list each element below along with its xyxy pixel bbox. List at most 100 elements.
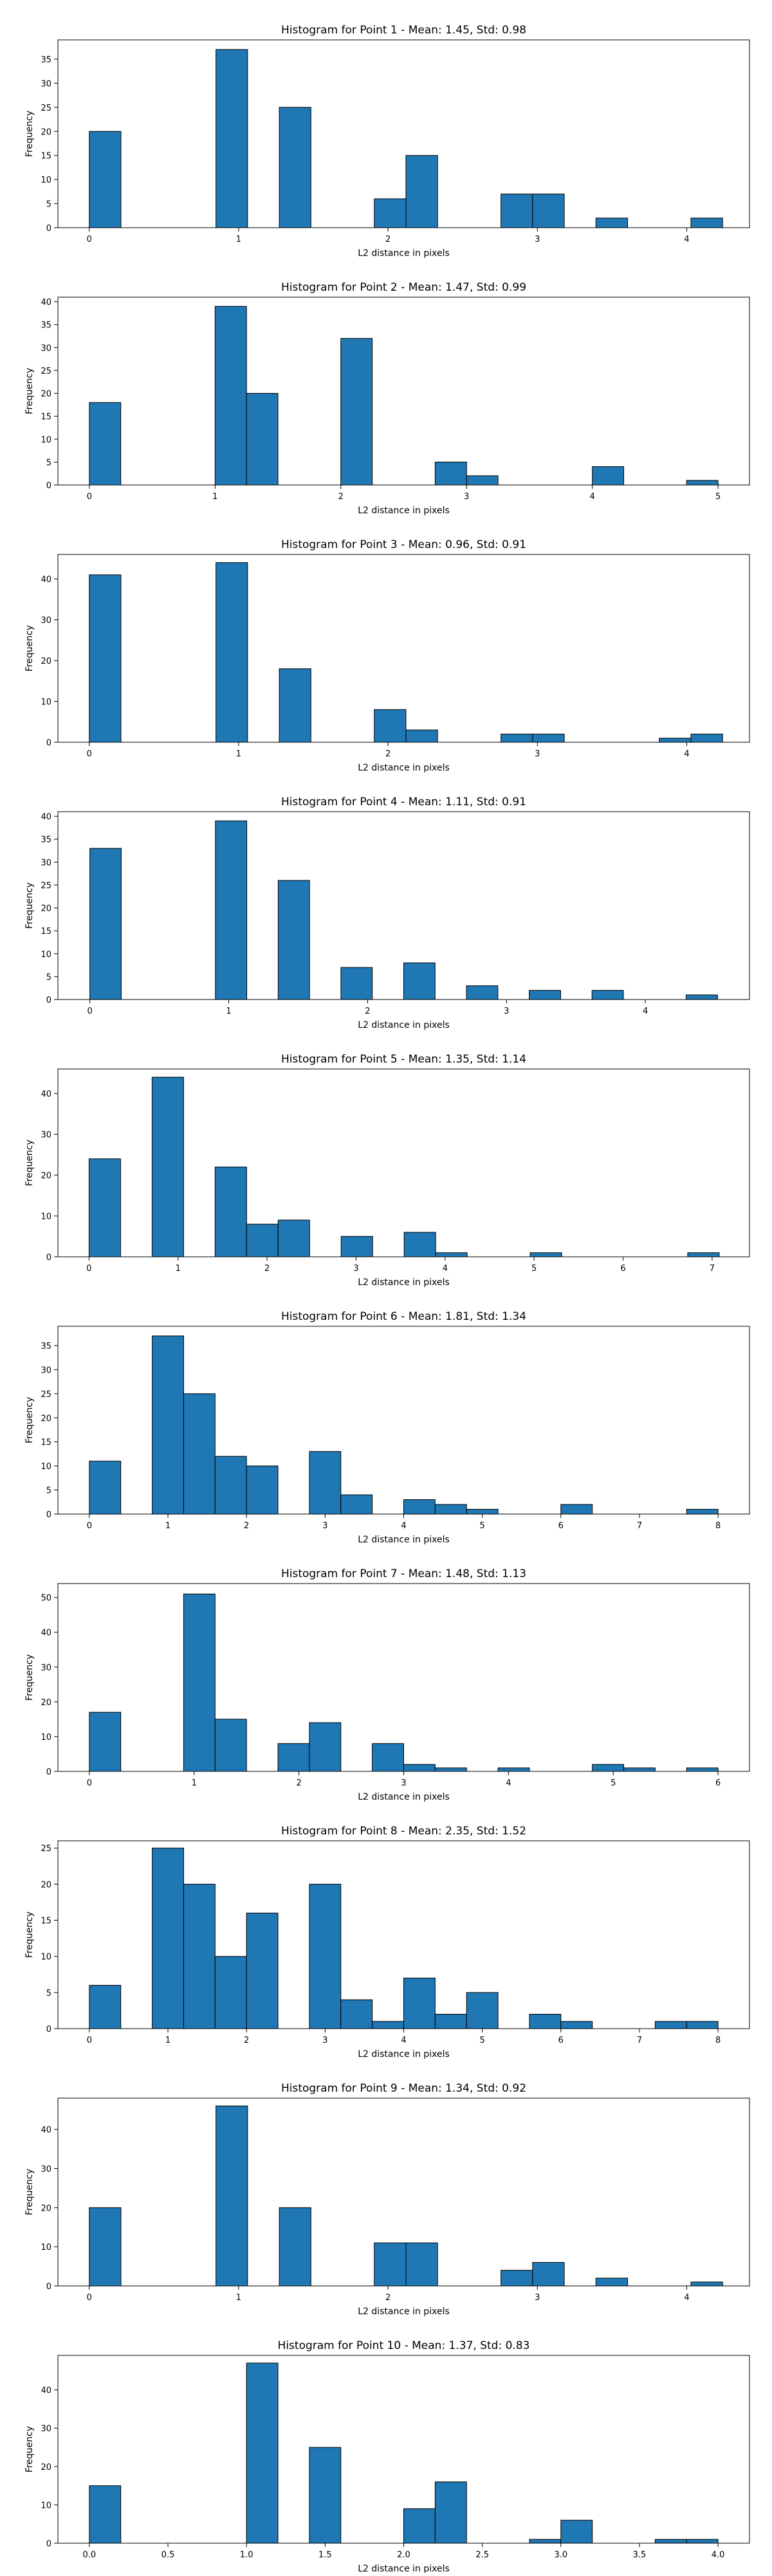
histogram-bar (340, 1494, 373, 1515)
chart-10: Histogram for Point 10 - Mean: 1.37, Std… (24, 2339, 750, 2574)
histogram-bar (279, 668, 311, 743)
x-tick-label: 1 (165, 1521, 170, 1531)
x-tick-label: 1 (236, 749, 241, 759)
x-tick-label: 3 (535, 235, 540, 244)
chart-7: Histogram for Point 7 - Mean: 1.48, Std:… (24, 1567, 750, 1802)
y-tick-label: 0 (46, 1253, 51, 1263)
x-tick-label: 0.5 (161, 2550, 175, 2560)
chart-5: Histogram for Point 5 - Mean: 1.35, Std:… (24, 1053, 750, 1288)
x-tick-label: 5 (715, 492, 721, 502)
chart-title: Histogram for Point 7 - Mean: 1.48, Std:… (281, 1567, 526, 1580)
y-tick-label: 15 (41, 1438, 51, 1448)
y-tick-label: 40 (41, 2126, 51, 2135)
histogram-bar (403, 2508, 436, 2544)
y-axis-label: Frequency (24, 2426, 35, 2472)
y-tick-label: 10 (41, 176, 51, 185)
histogram-bar (403, 1977, 436, 2029)
histogram-bar (340, 338, 373, 486)
histogram-bar (89, 1712, 122, 1772)
histogram-bar (560, 1504, 593, 1515)
x-tick-label: 3 (504, 1007, 509, 1016)
histogram-bar (434, 2481, 467, 2544)
histogram-bar (405, 729, 438, 743)
histogram-bar (246, 393, 279, 486)
histogram-bar (89, 402, 122, 486)
histogram-bar (690, 217, 723, 228)
histogram-bar (403, 962, 436, 1000)
histogram-bar (246, 1465, 279, 1515)
y-tick-label: 20 (41, 2463, 51, 2472)
y-axis-label: Frequency (24, 111, 35, 157)
chart-title: Histogram for Point 6 - Mean: 1.81, Std:… (281, 1310, 526, 1323)
y-tick-label: 25 (41, 367, 51, 376)
histogram-bar (497, 1768, 530, 1772)
histogram-bar (88, 1158, 121, 1257)
x-tick-label: 0 (87, 235, 92, 244)
y-axis-label: Frequency (24, 2169, 35, 2215)
y-tick-label: 20 (41, 2204, 51, 2213)
y-tick-label: 5 (46, 973, 51, 982)
histogram-bar (686, 1509, 719, 1515)
histogram-bar (89, 848, 122, 1000)
chart-1: Histogram for Point 1 - Mean: 1.45, Std:… (24, 24, 750, 259)
axes-frame (57, 554, 750, 743)
y-tick-label: 25 (41, 1390, 51, 1400)
chart-3: Histogram for Point 3 - Mean: 0.96, Std:… (24, 538, 750, 773)
histogram-bar (216, 2105, 248, 2287)
x-tick-label: 1 (192, 1778, 197, 1788)
x-tick-label: 6 (620, 1264, 625, 1274)
y-axis-label: Frequency (24, 1654, 35, 1701)
y-tick-label: 10 (41, 950, 51, 960)
axes-frame (57, 1068, 750, 1257)
x-tick-label: 6 (558, 2036, 564, 2045)
histogram-bar (466, 1509, 499, 1515)
x-tick-label: 1.5 (318, 2550, 332, 2560)
x-tick-label: 0 (87, 749, 92, 759)
x-tick-label: 3.0 (554, 2550, 567, 2560)
y-tick-label: 30 (41, 1663, 51, 1673)
y-tick-label: 35 (41, 55, 51, 65)
histogram-bar (214, 1719, 247, 1772)
y-tick-label: 0 (46, 2539, 51, 2549)
x-tick-label: 5 (611, 1778, 616, 1788)
y-tick-label: 5 (46, 458, 51, 468)
histogram-bar (501, 2270, 533, 2287)
x-tick-label: 6 (715, 1778, 721, 1788)
histogram-bar (216, 562, 248, 743)
y-tick-label: 0 (46, 738, 51, 748)
x-tick-label: 0 (87, 2036, 92, 2045)
x-tick-label: 3.5 (633, 2550, 647, 2560)
histogram-bar (654, 2021, 687, 2029)
histogram-bar (151, 1077, 184, 1257)
x-tick-label: 5 (480, 2036, 485, 2045)
y-tick-label: 0 (46, 224, 51, 233)
histogram-bar (403, 1499, 436, 1515)
x-tick-label: 4 (401, 1521, 406, 1531)
histogram-bar (529, 990, 561, 1000)
histogram-bar (466, 1992, 499, 2029)
y-tick-label: 40 (41, 575, 51, 585)
histogram-bar (595, 2278, 629, 2287)
x-tick-label: 0 (87, 492, 92, 502)
histogram-bar (591, 990, 624, 1000)
y-tick-label: 20 (41, 127, 51, 137)
histogram-bar (215, 820, 248, 1000)
x-tick-label: 3 (353, 1264, 358, 1274)
x-tick-label: 1 (176, 1264, 181, 1274)
histogram-bar (374, 709, 407, 743)
x-tick-label: 0 (87, 1521, 92, 1531)
x-tick-label: 5 (480, 1521, 485, 1531)
histogram-bar (309, 2447, 342, 2544)
x-tick-label: 2 (365, 1007, 370, 1016)
y-tick-label: 20 (41, 390, 51, 399)
y-tick-label: 35 (41, 836, 51, 845)
y-axis-label: Frequency (24, 1912, 35, 1958)
y-axis-label: Frequency (24, 625, 35, 671)
y-tick-label: 0 (46, 481, 51, 491)
histogram-bar (152, 1335, 184, 1515)
x-tick-label: 4 (643, 1007, 648, 1016)
histogram-bar (690, 2281, 723, 2287)
histogram-bar (466, 985, 499, 1000)
